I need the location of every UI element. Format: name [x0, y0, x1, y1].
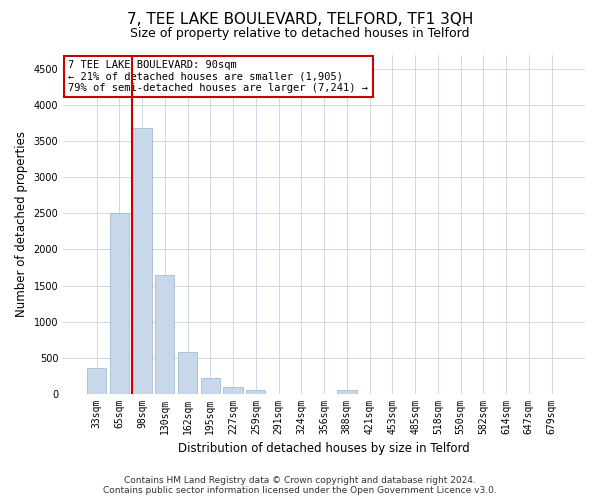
Text: 7 TEE LAKE BOULEVARD: 90sqm
← 21% of detached houses are smaller (1,905)
79% of : 7 TEE LAKE BOULEVARD: 90sqm ← 21% of det… — [68, 60, 368, 94]
Bar — [133, 128, 152, 394]
Bar — [200, 378, 220, 394]
Y-axis label: Number of detached properties: Number of detached properties — [15, 132, 28, 318]
Text: Contains HM Land Registry data © Crown copyright and database right 2024.
Contai: Contains HM Land Registry data © Crown c… — [103, 476, 497, 495]
Text: 7, TEE LAKE BOULEVARD, TELFORD, TF1 3QH: 7, TEE LAKE BOULEVARD, TELFORD, TF1 3QH — [127, 12, 473, 28]
X-axis label: Distribution of detached houses by size in Telford: Distribution of detached houses by size … — [178, 442, 470, 455]
Bar — [223, 387, 243, 394]
Bar — [155, 276, 175, 394]
Bar — [337, 390, 356, 394]
Bar — [178, 352, 197, 394]
Text: Size of property relative to detached houses in Telford: Size of property relative to detached ho… — [130, 28, 470, 40]
Bar — [110, 214, 129, 394]
Bar — [87, 368, 106, 394]
Bar — [246, 390, 265, 394]
